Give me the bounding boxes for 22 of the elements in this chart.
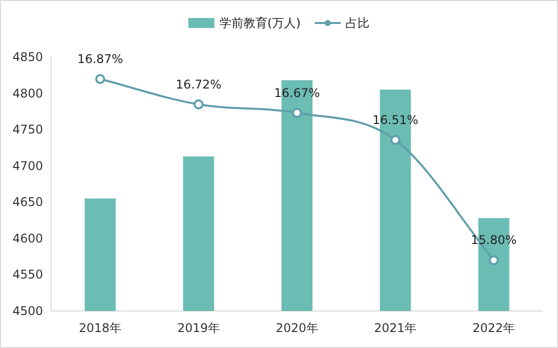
point xyxy=(95,74,106,84)
legend-label: 学前教育(万人) xyxy=(219,16,301,30)
x-tick-label: 2020年 xyxy=(276,321,318,335)
legend-label: 占比 xyxy=(346,16,370,30)
x-tick-label: 2021年 xyxy=(374,321,417,335)
y-tick-label: 4600 xyxy=(12,231,43,246)
y-tick-label: 4800 xyxy=(12,86,43,100)
x-tick-label: 2019年 xyxy=(177,321,220,335)
x-tick-label: 2018年 xyxy=(78,321,122,335)
y-tick-label: 4850 xyxy=(12,50,43,64)
point xyxy=(390,134,400,145)
x-tick-label: 2022年 xyxy=(472,321,516,335)
point xyxy=(194,99,204,110)
data-label: 16.72% xyxy=(176,77,222,92)
y-tick-label: 4500 xyxy=(12,304,43,318)
y-tick-label: 4650 xyxy=(12,195,43,210)
data-label: 16.87% xyxy=(77,52,124,66)
y-tick-label: 4700 xyxy=(12,158,43,173)
y-tick-label: 4750 xyxy=(12,122,43,137)
point xyxy=(488,255,499,266)
y-tick-label: 4550 xyxy=(12,268,43,282)
point xyxy=(292,108,302,118)
